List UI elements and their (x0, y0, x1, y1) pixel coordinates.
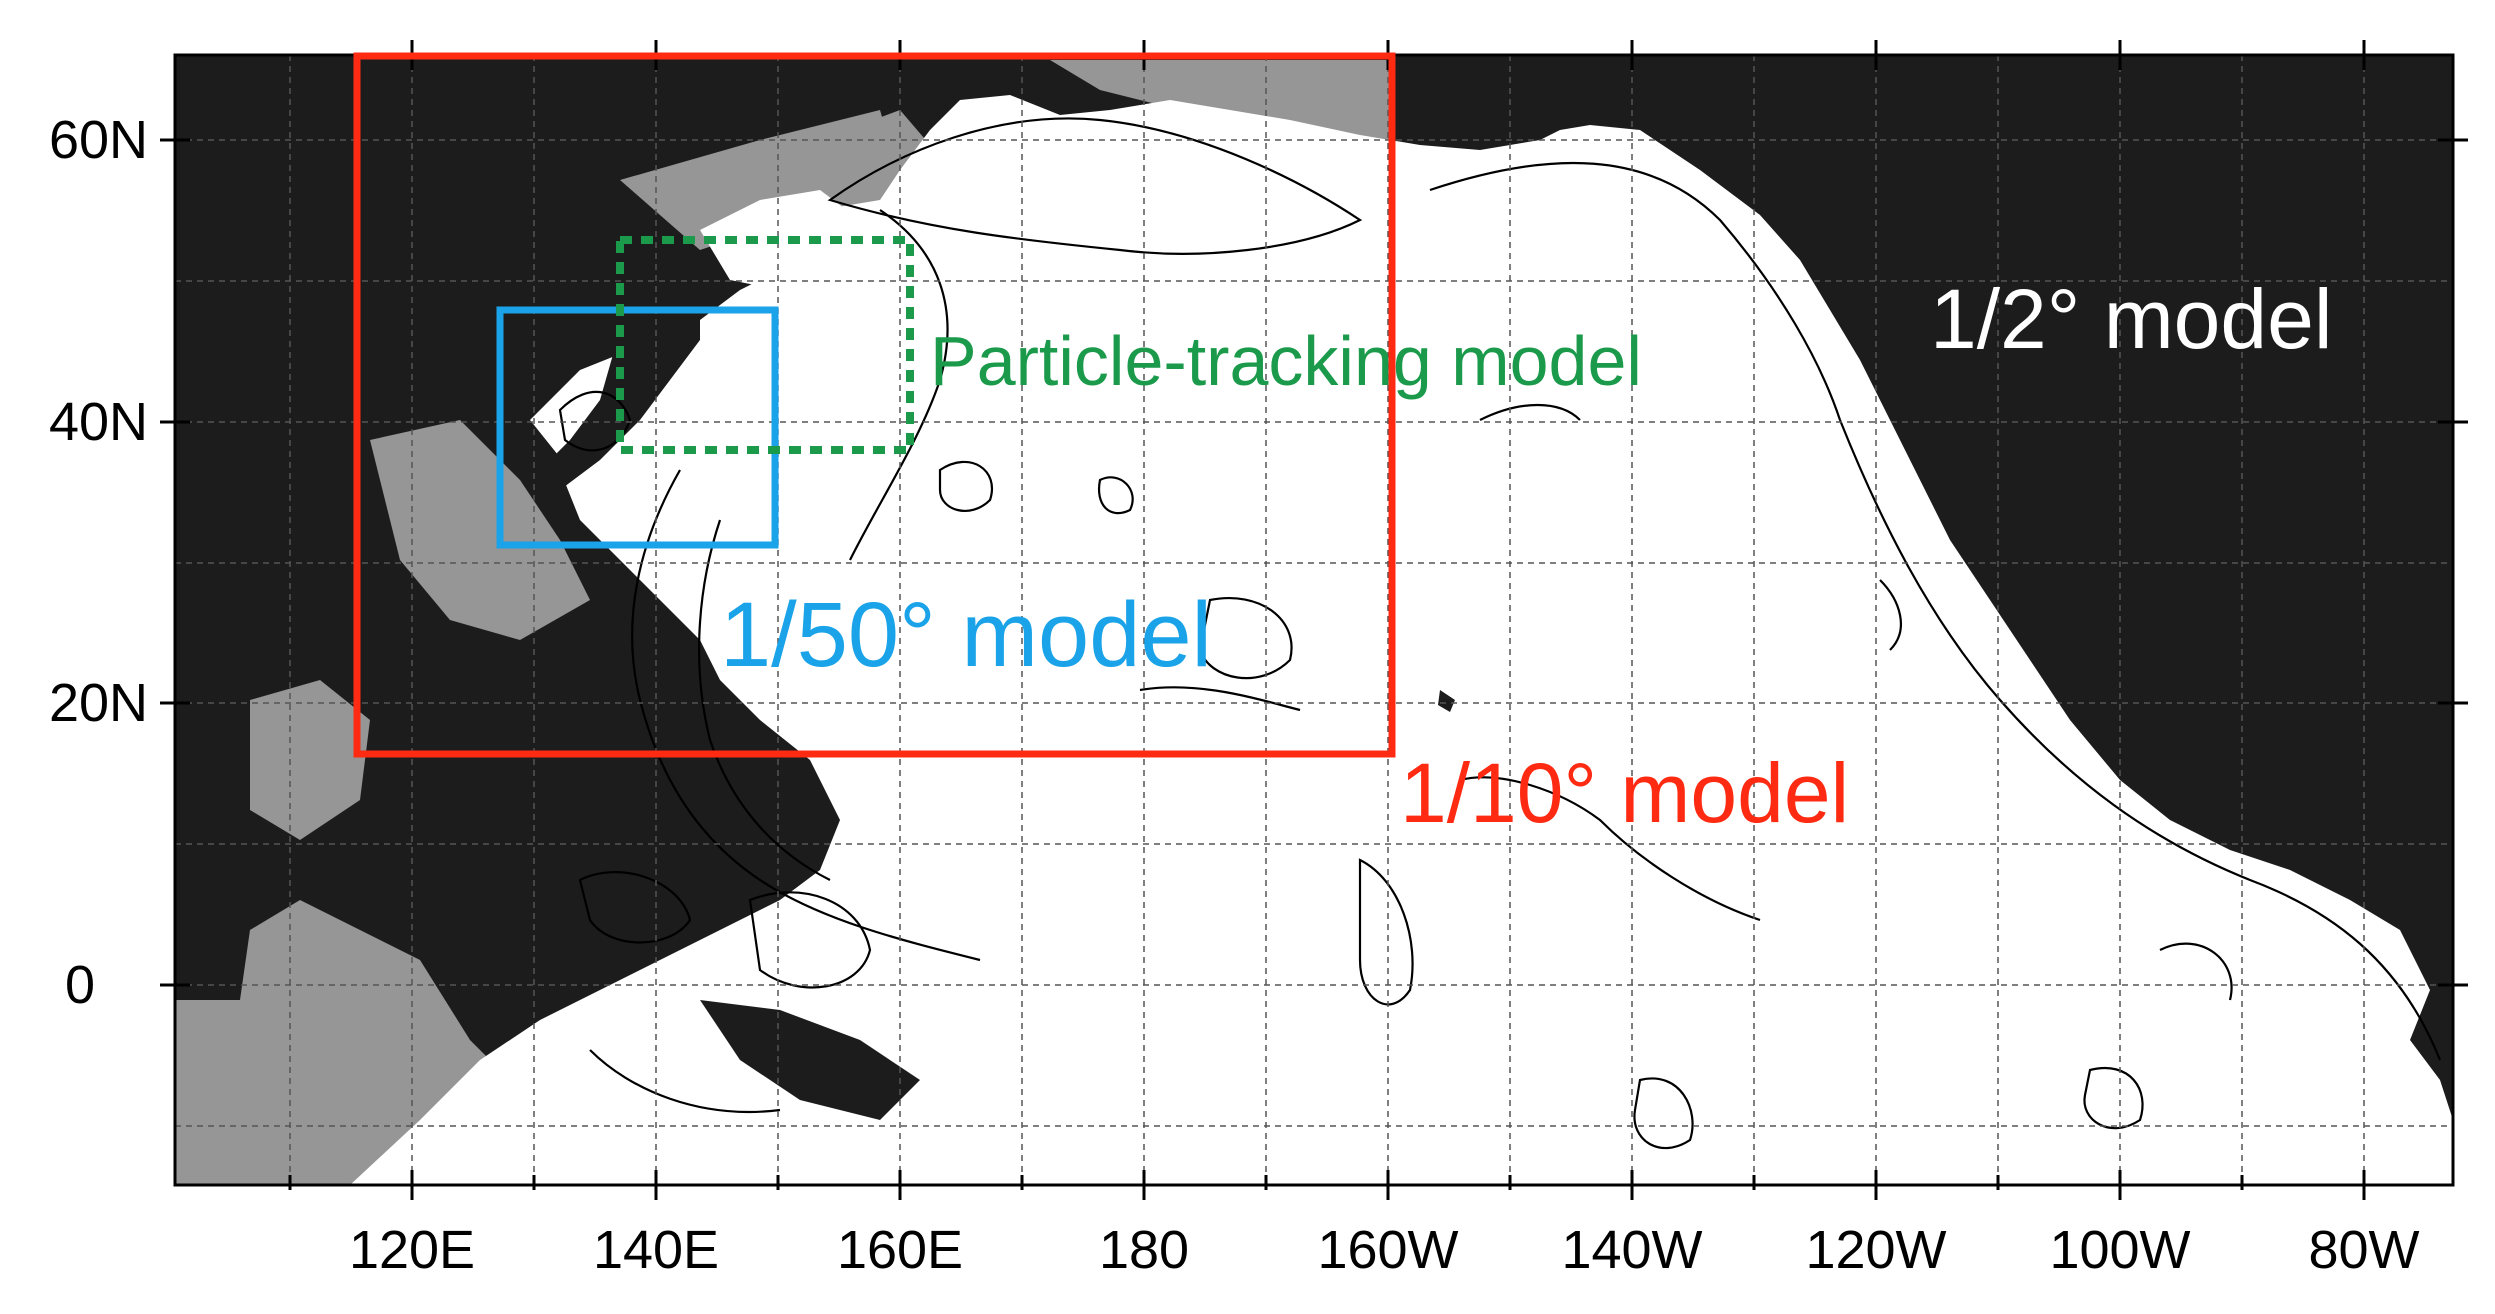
fiftieth-degree-model-label: 1/50° model (720, 584, 1212, 686)
half-degree-model-label: 1/2° model (1930, 272, 2333, 366)
shelf-region-china (370, 420, 590, 640)
particle-tracking-model-label: Particle-tracking model (930, 322, 1642, 400)
y-tick-label-0: 0 (65, 955, 95, 1015)
tenth-degree-domain-box (353, 52, 1396, 758)
x-tick-label-120w: 120W (1805, 1220, 1946, 1280)
y-tick-label-60n: 60N (49, 110, 148, 170)
x-tick-label-140e: 140E (593, 1220, 719, 1280)
fiftieth-degree-domain-box (496, 306, 779, 549)
bathymetry-contours (558, 117, 2442, 1150)
pacific-ocean (350, 95, 2453, 1185)
x-tick-label-140w: 140W (1561, 1220, 1702, 1280)
sea-of-okhotsk (700, 190, 860, 290)
x-tick-label-80w: 80W (2308, 1220, 2419, 1280)
island-new-guinea (700, 1000, 920, 1120)
island-philippines (400, 700, 470, 880)
island-hawaii (1438, 690, 1455, 712)
x-tick-label-160w: 160W (1317, 1220, 1458, 1280)
y-tick-label-40n: 40N (49, 392, 148, 452)
x-tick-label-100w: 100W (2049, 1220, 2190, 1280)
x-tick-label-120e: 120E (349, 1220, 475, 1280)
tenth-degree-model-label: 1/10° model (1400, 746, 1849, 840)
x-tick-label-180: 180 (1099, 1220, 1189, 1280)
shelf-region-indonesia (250, 680, 370, 840)
x-tick-label-160e: 160E (837, 1220, 963, 1280)
y-tick-label-20n: 20N (49, 673, 148, 733)
